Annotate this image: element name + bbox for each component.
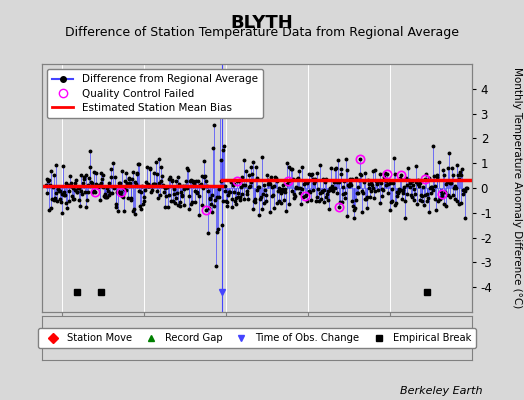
Text: Berkeley Earth: Berkeley Earth — [400, 386, 482, 396]
Text: BLYTH: BLYTH — [231, 14, 293, 32]
Legend: Difference from Regional Average, Quality Control Failed, Estimated Station Mean: Difference from Regional Average, Qualit… — [47, 69, 263, 118]
Legend: Station Move, Record Gap, Time of Obs. Change, Empirical Break: Station Move, Record Gap, Time of Obs. C… — [38, 328, 476, 348]
Y-axis label: Monthly Temperature Anomaly Difference (°C): Monthly Temperature Anomaly Difference (… — [512, 67, 522, 309]
Text: Difference of Station Temperature Data from Regional Average: Difference of Station Temperature Data f… — [65, 26, 459, 39]
